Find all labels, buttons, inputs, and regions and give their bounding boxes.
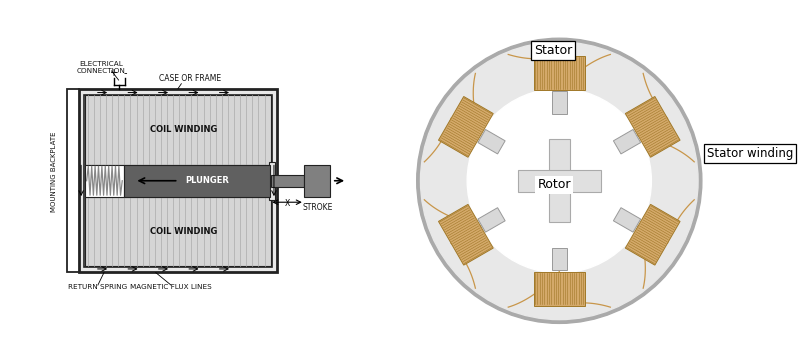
Text: Stator: Stator [534, 44, 572, 57]
Text: STROKE: STROKE [302, 203, 333, 213]
Polygon shape [478, 208, 505, 232]
Text: -: - [123, 68, 127, 78]
Circle shape [421, 42, 698, 320]
Polygon shape [534, 56, 585, 90]
Polygon shape [552, 91, 567, 114]
Bar [85, 165, 124, 197]
Circle shape [417, 38, 702, 324]
Bar [549, 139, 570, 222]
Text: +: + [110, 68, 118, 78]
Text: CASE OR FRAME: CASE OR FRAME [159, 74, 222, 83]
Bar [85, 197, 271, 266]
Polygon shape [438, 96, 494, 157]
Bar [305, 165, 330, 197]
Polygon shape [438, 205, 494, 265]
Bar [271, 174, 305, 187]
Bar [84, 95, 271, 267]
Text: COIL WINDING: COIL WINDING [150, 125, 218, 134]
Text: ELECTRICAL: ELECTRICAL [79, 61, 123, 67]
Bar [79, 89, 277, 272]
Text: X: X [285, 199, 290, 208]
Text: RETURN SPRING: RETURN SPRING [68, 284, 127, 290]
Text: Stator winding: Stator winding [707, 147, 794, 159]
Bar [85, 95, 271, 165]
Polygon shape [552, 248, 567, 270]
Text: MAGNETIC FLUX LINES: MAGNETIC FLUX LINES [130, 284, 212, 290]
Bar [124, 165, 270, 197]
Polygon shape [614, 208, 641, 232]
Polygon shape [626, 96, 680, 157]
Text: CONNECTION: CONNECTION [77, 68, 126, 74]
Text: Rotor: Rotor [538, 178, 571, 191]
Polygon shape [626, 205, 680, 265]
Text: PLUNGER: PLUNGER [185, 176, 229, 185]
Polygon shape [614, 129, 641, 154]
Bar [67, 89, 79, 272]
Polygon shape [478, 129, 505, 154]
Polygon shape [534, 272, 585, 306]
Bar [518, 170, 601, 192]
Bar [270, 162, 275, 200]
Text: MOUNTING BACKPLATE: MOUNTING BACKPLATE [50, 131, 57, 212]
Text: COIL WINDING: COIL WINDING [150, 227, 218, 236]
Circle shape [467, 89, 651, 273]
